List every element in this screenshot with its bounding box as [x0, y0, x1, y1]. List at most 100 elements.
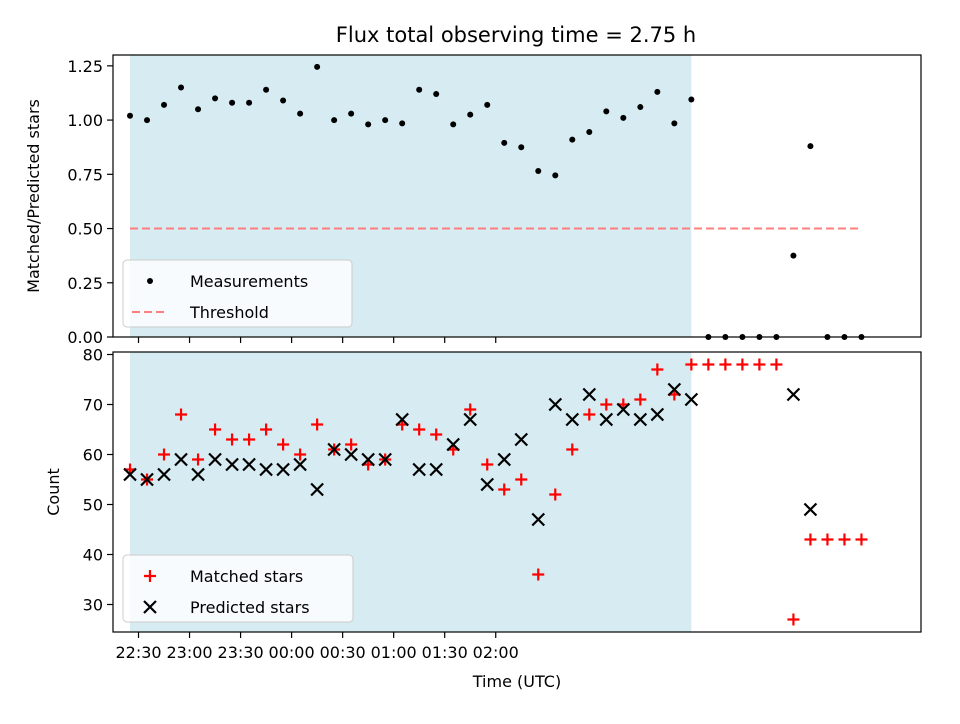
- predicted-star-point: [157, 467, 171, 482]
- predicted-star-point: [684, 392, 699, 407]
- predicted-star-point: [446, 437, 460, 452]
- predicted-star-point: [310, 482, 324, 497]
- y-tick-label: 0.25: [67, 274, 103, 293]
- matched-star-point: [481, 458, 494, 471]
- measurement-point: [416, 86, 423, 93]
- matched-star-point: [192, 453, 205, 466]
- predicted-star-point: [497, 452, 512, 467]
- legend-predicted-swatch: [143, 600, 157, 614]
- x-tick-label: 02:00: [473, 643, 519, 662]
- matched-star-point: [532, 568, 545, 581]
- matched-star-point: [311, 418, 324, 431]
- measurement-point: [790, 252, 797, 259]
- predicted-star-point: [191, 467, 205, 482]
- matched-star-point: [515, 473, 528, 486]
- predicted-star-point: [650, 407, 665, 422]
- measurement-point: [195, 106, 202, 113]
- matched-star-point: [413, 423, 426, 436]
- predicted-star-point: [531, 512, 546, 527]
- y-tick-label: 30: [83, 596, 103, 615]
- chart-title: Flux total observing time = 2.75 h: [336, 23, 696, 47]
- matched-star-point: [753, 358, 766, 371]
- measurement-point: [144, 117, 151, 124]
- measurement-point: [637, 104, 644, 111]
- x-tick-label: 00:30: [320, 643, 366, 662]
- measurement-point: [603, 108, 610, 115]
- y-tick-label: 50: [83, 496, 103, 515]
- matched-star-point: [600, 398, 613, 411]
- measurement-point: [212, 95, 219, 102]
- predicted-star-point: [514, 432, 529, 447]
- predicted-star-point: [803, 502, 818, 517]
- matched-star-point: [209, 423, 222, 436]
- predicted-star-point: [140, 472, 154, 487]
- measurement-point: [501, 139, 508, 146]
- matched-star-point: [583, 408, 596, 421]
- measurement-point: [518, 144, 525, 151]
- y-tick-label: 1.00: [67, 111, 103, 130]
- matched-star-point: [226, 433, 239, 446]
- top-plot-ratio: 0.00 0.25 0.50 0.75 1.00 1.25 Matched/Predicte…: [24, 54, 922, 347]
- measurement-point: [620, 114, 627, 121]
- predicted-star-point: [123, 467, 137, 482]
- measurement-point: [365, 121, 372, 128]
- legend-measurement-swatch: [147, 278, 153, 284]
- matched-star-point: [175, 408, 188, 421]
- measurement-point: [671, 120, 678, 127]
- predicted-star-point: [565, 412, 580, 427]
- measurement-point: [297, 110, 304, 117]
- matched-star-point: [277, 438, 290, 451]
- measurement-point: [552, 172, 559, 179]
- predicted-star-point: [548, 397, 563, 412]
- measurement-point: [348, 110, 355, 117]
- matched-star-point: [260, 423, 273, 436]
- matched-star-point: [787, 613, 800, 626]
- matched-star-point: [294, 448, 307, 461]
- y-tick-label: 0.50: [67, 220, 103, 239]
- y-tick-label: 1.25: [67, 57, 103, 76]
- x-tick-label: 22:30: [115, 643, 161, 662]
- predicted-star-point: [242, 457, 256, 472]
- matched-star-point: [651, 363, 664, 376]
- legend-matched-swatch: [144, 570, 156, 582]
- measurement-point: [399, 120, 406, 127]
- legend-label: Threshold: [189, 303, 269, 322]
- y-tick-label: 40: [83, 546, 103, 565]
- x-tick-label: 23:30: [218, 643, 264, 662]
- predicted-star-point: [208, 452, 222, 467]
- predicted-star-point: [599, 412, 614, 427]
- y-tick-label: 70: [83, 396, 103, 415]
- y-tick-label: 60: [83, 446, 103, 465]
- measurement-point: [535, 168, 542, 175]
- matched-star-point: [634, 393, 647, 406]
- predicted-star-point: [259, 462, 273, 477]
- matched-star-point: [804, 533, 817, 546]
- measurement-point: [450, 121, 457, 128]
- bottom-plot-counts: 30 40 50 60 70 80 22:30 23:00 23:30 00:00 00:30 01:…: [44, 346, 922, 691]
- predicted-star-point: [293, 457, 307, 472]
- measurement-point: [688, 96, 695, 103]
- measurement-point: [467, 111, 474, 118]
- predicted-star-point: [344, 447, 358, 462]
- measurement-point: [127, 112, 134, 119]
- predicted-star-point: [429, 462, 443, 477]
- matched-star-point: [158, 448, 171, 461]
- predicted-star-point: [786, 387, 801, 402]
- predicted-star-point: [463, 412, 477, 427]
- predicted-star-point: [327, 442, 341, 457]
- predicted-star-point: [480, 477, 495, 492]
- legend-label: Predicted stars: [190, 598, 310, 617]
- measurement-point: [382, 117, 389, 124]
- matched-star-point: [719, 358, 732, 371]
- x-tick-label: 00:00: [269, 643, 315, 662]
- predicted-star-point: [616, 402, 631, 417]
- matched-star-point: [549, 488, 562, 501]
- matched-star-point: [770, 358, 783, 371]
- predicted-star-point: [361, 452, 375, 467]
- predicted-star-point: [582, 387, 597, 402]
- matched-star-point: [685, 358, 698, 371]
- measurement-point: [484, 101, 491, 108]
- predicted-star-point: [225, 457, 239, 472]
- x-tick-label: 23:00: [166, 643, 212, 662]
- measurement-point: [569, 136, 576, 143]
